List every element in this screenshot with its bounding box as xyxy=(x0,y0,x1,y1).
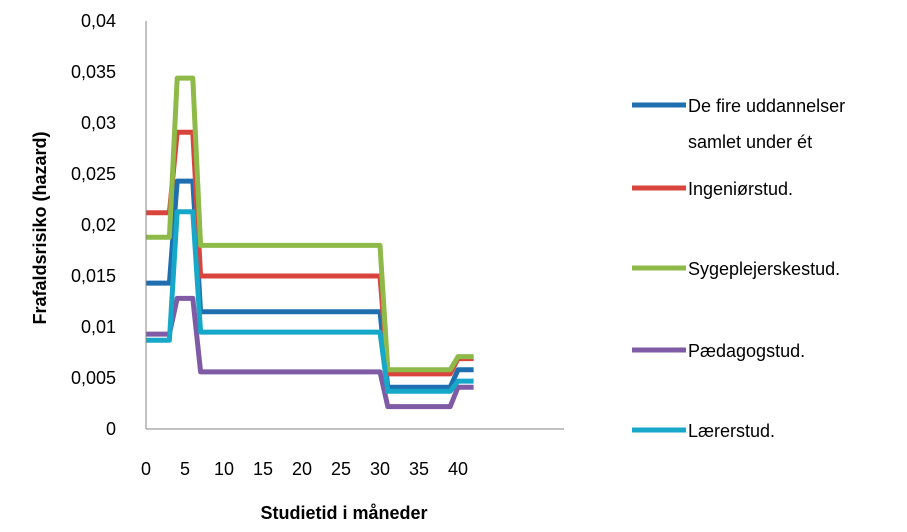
axes xyxy=(145,21,564,430)
x-tick-label: 15 xyxy=(253,459,273,479)
legend-label: Ingeniørstud. xyxy=(688,179,793,199)
y-tick-label: 0,025 xyxy=(71,164,116,184)
x-tick-label: 20 xyxy=(292,459,312,479)
series-line xyxy=(146,209,474,394)
series-line xyxy=(146,178,474,390)
x-tick-label: 0 xyxy=(141,459,151,479)
x-tick-label: 35 xyxy=(409,459,429,479)
y-tick-label: 0,04 xyxy=(81,11,116,31)
x-tick-label: 40 xyxy=(448,459,468,479)
plot-area xyxy=(146,75,474,410)
legend-label: Sygeplejerskestud. xyxy=(688,259,840,279)
x-tick-label: 30 xyxy=(370,459,390,479)
y-tick-label: 0,01 xyxy=(81,317,116,337)
legend-label: Pædagogstud. xyxy=(688,341,805,361)
y-tick-label: 0,015 xyxy=(71,266,116,286)
legend-label: samlet under ét xyxy=(688,132,812,152)
x-axis-title: Studietid i måneder xyxy=(260,503,427,523)
x-tick-labels: 0 5 10 15 20 25 30 35 40 xyxy=(141,459,468,479)
legend-label: Lærerstud. xyxy=(688,421,775,441)
y-tick-label: 0,02 xyxy=(81,215,116,235)
y-tick-label: 0,035 xyxy=(71,62,116,82)
x-tick-label: 10 xyxy=(214,459,234,479)
legend-label: De fire uddannelser xyxy=(688,96,845,116)
y-tick-label: 0,03 xyxy=(81,113,116,133)
legend: De fire uddannelser samlet under ét Ingeni… xyxy=(632,96,845,441)
y-tick-label: 0 xyxy=(106,419,116,439)
y-tick-labels: 0 0,005 0,01 0,015 0,02 0,025 0,03 0,035 0,04 xyxy=(71,11,116,439)
y-tick-label: 0,005 xyxy=(71,368,116,388)
x-tick-label: 5 xyxy=(180,459,190,479)
series-line xyxy=(146,75,474,373)
x-tick-label: 25 xyxy=(331,459,351,479)
y-axis-title: Frafaldsrisiko (hazard) xyxy=(30,131,50,324)
